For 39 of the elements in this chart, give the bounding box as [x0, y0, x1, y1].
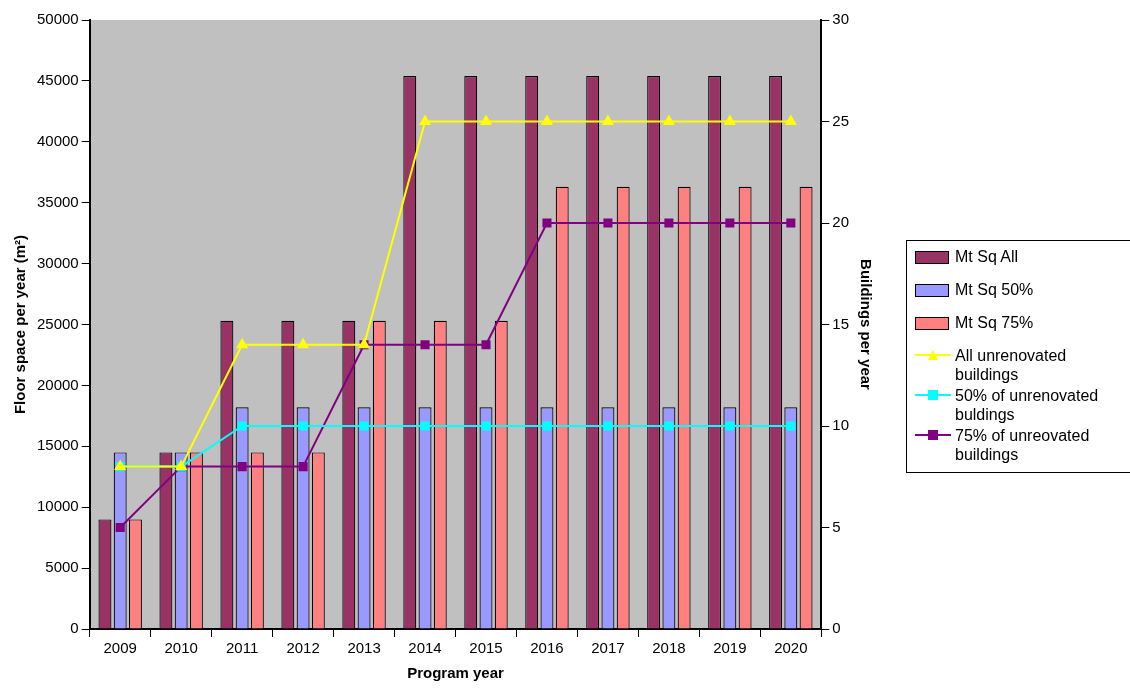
x-tick-label: 2013 [347, 639, 381, 657]
x-tick-label: 2012 [286, 639, 320, 657]
y-tick-label: 50000 [36, 10, 79, 28]
y-axis-title: Floor space per year (m²) [11, 234, 29, 415]
y-tick-label: 15000 [36, 436, 79, 454]
y-tick-label: 30000 [36, 253, 79, 271]
y2-tick-label: 0 [832, 619, 841, 637]
y2-tick-label: 10 [832, 416, 849, 434]
legend-label: Mt Sq 50% [955, 280, 1035, 299]
y2-tick-label: 15 [832, 314, 849, 332]
x-tick-label: 2014 [408, 639, 442, 657]
y-tick-label: 35000 [36, 192, 79, 210]
x-tick-label: 2018 [652, 639, 686, 657]
x-tick-label: 2009 [103, 639, 137, 657]
legend-label: Mt Sq All [955, 247, 1020, 266]
y-tick-label: 20000 [36, 375, 79, 393]
x-tick-label: 2016 [530, 639, 564, 657]
y2-tick-label: 5 [832, 517, 841, 535]
x-tick-label: 2017 [591, 639, 625, 657]
x-tick-label: 2019 [713, 639, 747, 657]
y-tick-label: 45000 [36, 71, 79, 89]
legend-label: Mt Sq 75% [955, 313, 1035, 332]
y2-tick-label: 30 [832, 10, 849, 28]
y-tick-label: 10000 [36, 497, 79, 515]
x-tick-label: 2010 [164, 639, 198, 657]
y-tick-label: 0 [70, 619, 79, 637]
x-axis-title: Program year [407, 664, 505, 682]
y-tick-label: 40000 [36, 131, 79, 149]
legend-label: All unrenovated buildings [955, 346, 1068, 384]
y2-tick-label: 20 [832, 213, 849, 231]
y-tick-label: 25000 [36, 314, 79, 332]
y-tick-label: 5000 [45, 558, 79, 576]
y2-tick-label: 25 [832, 111, 849, 129]
x-tick-label: 2020 [774, 639, 808, 657]
legend-label: 50% of unrenovated buldings [955, 386, 1100, 424]
y2-axis-title: Buildings per year [857, 259, 875, 391]
legend-label: 75% of unreovated buildings [955, 426, 1091, 464]
x-tick-label: 2015 [469, 639, 503, 657]
x-tick-label: 2011 [226, 639, 259, 657]
